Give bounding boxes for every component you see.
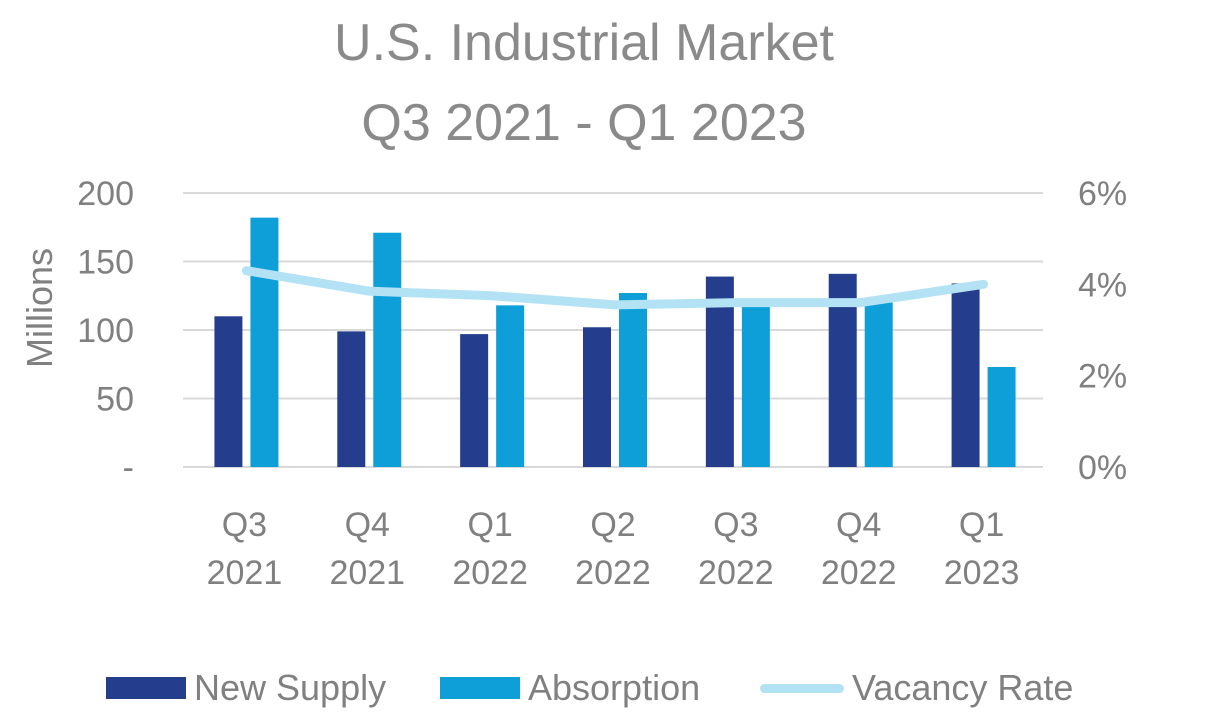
y-tick-label: 100 bbox=[77, 312, 134, 350]
x-tick-label: 2021 bbox=[207, 554, 283, 592]
x-tick-label: Q1 bbox=[959, 506, 1004, 544]
y-tick-label: 150 bbox=[77, 244, 134, 282]
x-tick-label: Q3 bbox=[713, 506, 758, 544]
x-tick-label: Q3 bbox=[222, 506, 267, 544]
bar-new-supply bbox=[705, 276, 734, 467]
x-tick-label: Q1 bbox=[467, 506, 512, 544]
bar-absorption bbox=[864, 298, 893, 467]
x-tick-label: 2022 bbox=[821, 554, 897, 592]
chart-title-line-1: U.S. Industrial Market bbox=[334, 14, 834, 72]
y2-tick-label: 4% bbox=[1078, 266, 1127, 304]
y-axis-label: Millions bbox=[19, 248, 60, 368]
bar-new-supply bbox=[337, 331, 366, 467]
bar-absorption bbox=[496, 305, 525, 467]
legend-item-new-supply: New Supply bbox=[106, 666, 386, 710]
x-tick-label: 2021 bbox=[329, 554, 405, 592]
legend-label-new-supply: New Supply bbox=[194, 667, 387, 708]
bar-new-supply bbox=[951, 283, 980, 467]
chart-title-line-2: Q3 2021 - Q1 2023 bbox=[361, 94, 807, 152]
x-tick-label: Q4 bbox=[345, 506, 390, 544]
x-tick-label: 2022 bbox=[575, 554, 651, 592]
x-tick-label: 2022 bbox=[452, 554, 528, 592]
bar-absorption bbox=[987, 366, 1016, 467]
legend-swatch-absorption bbox=[440, 677, 520, 699]
legend-swatch-vacancy-rate bbox=[760, 683, 844, 693]
x-tick-label: Q2 bbox=[590, 506, 635, 544]
y-tick-label: 200 bbox=[77, 175, 134, 213]
legend-label-vacancy-rate: Vacancy Rate bbox=[852, 667, 1074, 708]
bar-absorption bbox=[250, 217, 279, 467]
bar-absorption bbox=[741, 303, 770, 467]
bar-absorption bbox=[373, 232, 402, 467]
y-tick-label: 50 bbox=[96, 381, 134, 419]
x-tick-label: 2022 bbox=[698, 554, 774, 592]
bar-new-supply bbox=[583, 327, 611, 467]
y2-tick-label: 6% bbox=[1078, 175, 1127, 213]
legend-item-absorption: Absorption bbox=[440, 666, 700, 710]
bar-new-supply bbox=[460, 334, 489, 467]
line-vacancy-rate bbox=[241, 266, 989, 310]
x-tick-label: 2023 bbox=[944, 554, 1020, 592]
y2-tick-label: 0% bbox=[1078, 449, 1127, 487]
y2-tick-label: 2% bbox=[1078, 358, 1127, 396]
chart-plot: - 50 100 150 200 0% 2% 4% 6% Millions Q3 2021 Q4 2021… bbox=[19, 175, 1127, 592]
legend-swatch-new-supply bbox=[106, 677, 186, 699]
bar-absorption bbox=[619, 293, 647, 467]
x-tick-label: Q4 bbox=[836, 506, 881, 544]
bar-new-supply bbox=[214, 316, 243, 467]
legend-item-vacancy-rate: Vacancy Rate bbox=[760, 666, 1073, 710]
legend-label-absorption: Absorption bbox=[528, 667, 701, 708]
y-tick-label: - bbox=[123, 449, 134, 487]
